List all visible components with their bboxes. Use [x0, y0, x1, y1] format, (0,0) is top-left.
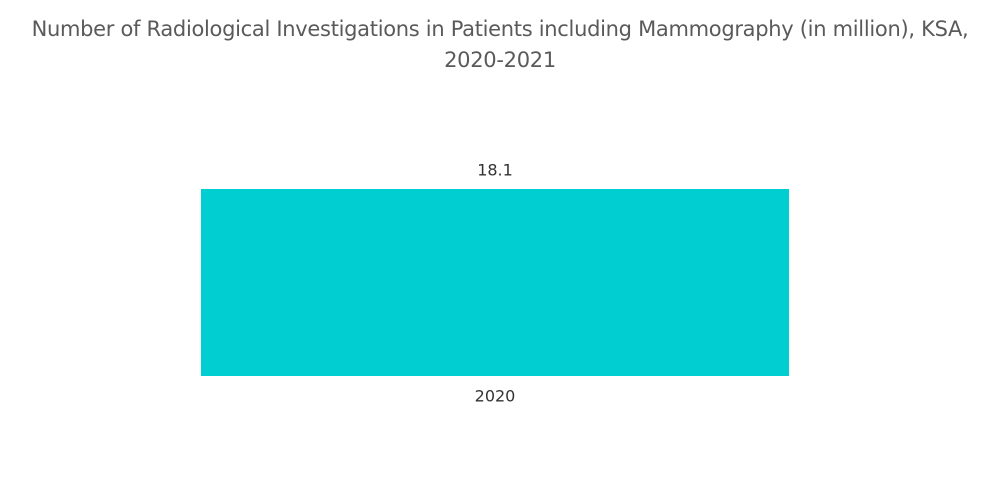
- data-label: 18.1: [477, 161, 513, 180]
- bar: [201, 189, 789, 376]
- x-tick-label: 2020: [475, 387, 516, 406]
- chart-title: Number of Radiological Investigations in…: [31, 17, 969, 72]
